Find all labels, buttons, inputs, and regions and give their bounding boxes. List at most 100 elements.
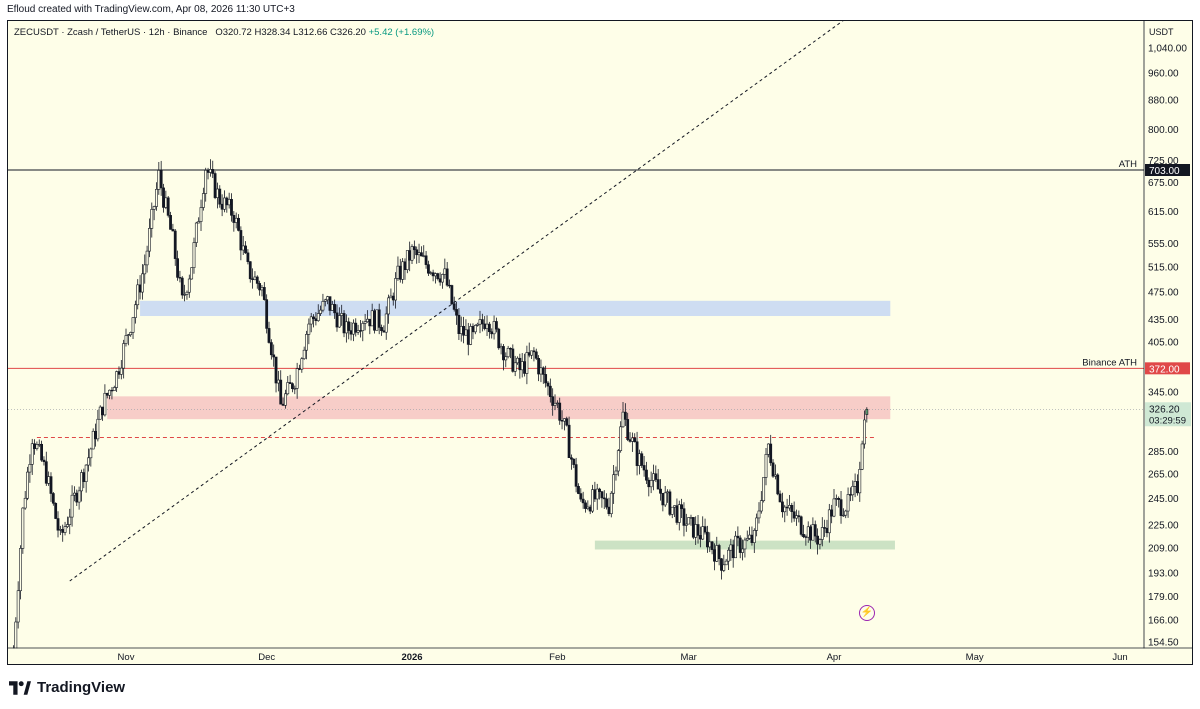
x-tick-label: May (966, 652, 984, 663)
candle-body (448, 284, 451, 287)
symbol-title[interactable]: ZECUSDT · Zcash / TetherUS · 12h · Binan… (14, 27, 208, 38)
tradingview-logo[interactable]: TradingView (9, 679, 125, 696)
candle-body (710, 541, 714, 550)
candle-body (384, 313, 388, 333)
candle-body (792, 511, 796, 519)
candle-body (326, 296, 330, 301)
tradingview-wordmark: TradingView (37, 679, 126, 696)
y-tick-label: 555.00 (1148, 239, 1179, 250)
x-tick-label: 2026 (401, 652, 422, 663)
candle-body (162, 187, 165, 208)
candle-body (155, 189, 158, 207)
candle-body (579, 493, 583, 500)
candle-body (776, 474, 780, 495)
candle-body (581, 498, 585, 504)
candle-body (361, 323, 365, 331)
candle-body (483, 323, 487, 329)
candle-body (696, 524, 700, 536)
candle-body (471, 326, 475, 333)
candle-body (284, 393, 287, 406)
candle-body (682, 508, 686, 526)
candle-body (204, 170, 208, 194)
candle-body (858, 469, 862, 494)
candle-body (438, 278, 442, 283)
candle-body (781, 501, 784, 513)
candle-body (349, 330, 353, 335)
candle-body (534, 351, 538, 359)
chart-frame[interactable]: 154.50 166.00 179.00 193.00 209.00 225.00 245.… (7, 20, 1193, 665)
y-tick-label: 265.00 (1148, 470, 1179, 481)
candle-body (527, 352, 531, 356)
candle-body (466, 329, 470, 345)
candle-body (677, 504, 681, 523)
bottom-bar: TradingView (0, 665, 1200, 709)
candle-body (837, 498, 841, 500)
candle-body (565, 418, 569, 426)
candle-body (457, 314, 461, 334)
candle-body (415, 249, 419, 256)
candle-body (827, 509, 831, 534)
candle-body (766, 443, 770, 455)
x-tick-label: Nov (118, 652, 135, 663)
candle-body (176, 258, 179, 278)
candle-body (628, 439, 632, 442)
candle-body (598, 488, 601, 492)
candle-body (316, 313, 320, 321)
currency-label[interactable]: USDT (1149, 27, 1174, 37)
symbol-legend: ZECUSDT · Zcash / TetherUS · 12h · Binan… (14, 27, 434, 38)
candle-body (61, 529, 65, 533)
close-value: 326.20 (336, 27, 366, 38)
candle-body (752, 530, 756, 543)
candle-body (743, 539, 747, 550)
hline-label-1: Binance ATH (1082, 357, 1137, 368)
candle-body (455, 309, 458, 316)
candle-body (253, 276, 257, 280)
candle-body (823, 527, 827, 529)
candle-body (262, 287, 266, 300)
candle-body (405, 250, 409, 270)
candle-body (621, 411, 625, 428)
candle-body (319, 309, 322, 314)
candle-body (830, 509, 834, 517)
candle-body (816, 535, 819, 545)
candle-body (745, 538, 749, 541)
candle-body (286, 382, 290, 395)
candle-body (577, 486, 580, 494)
candle-body (251, 278, 254, 280)
candle-body (429, 272, 433, 274)
candle-body (788, 505, 791, 509)
candle-body (115, 371, 119, 388)
candle-body (431, 272, 435, 277)
candle-body (150, 209, 154, 229)
x-tick-label: Mar (680, 652, 696, 663)
candle-body (511, 348, 515, 372)
candle-body (368, 318, 372, 327)
candle-body (354, 322, 358, 333)
price-chart[interactable]: 154.50 166.00 179.00 193.00 209.00 225.00 245.… (8, 21, 1192, 664)
candle-body (227, 199, 231, 206)
candle-body (96, 418, 100, 440)
candle-body (518, 357, 522, 371)
candle-body (434, 273, 437, 277)
candle-body (173, 230, 177, 259)
candle-body (773, 474, 777, 477)
candle-body (169, 215, 172, 230)
candle-body (771, 462, 775, 477)
candle-body (77, 490, 81, 503)
candle-body (635, 441, 639, 466)
candle-body (499, 346, 503, 349)
bolt-icon[interactable]: ⚡ (859, 605, 875, 621)
candle-body (335, 312, 339, 328)
candle-body (584, 502, 587, 509)
candle-body (464, 329, 468, 336)
y-tick-label: 880.00 (1148, 96, 1179, 107)
candle-body (656, 479, 660, 490)
candle-body (159, 170, 163, 189)
candle-body (476, 323, 480, 326)
candle-body (642, 465, 646, 471)
candle-body (715, 545, 719, 562)
candle-body (523, 361, 526, 374)
candle-body (208, 169, 212, 173)
candle-body (340, 313, 344, 316)
candle-body (727, 549, 730, 562)
